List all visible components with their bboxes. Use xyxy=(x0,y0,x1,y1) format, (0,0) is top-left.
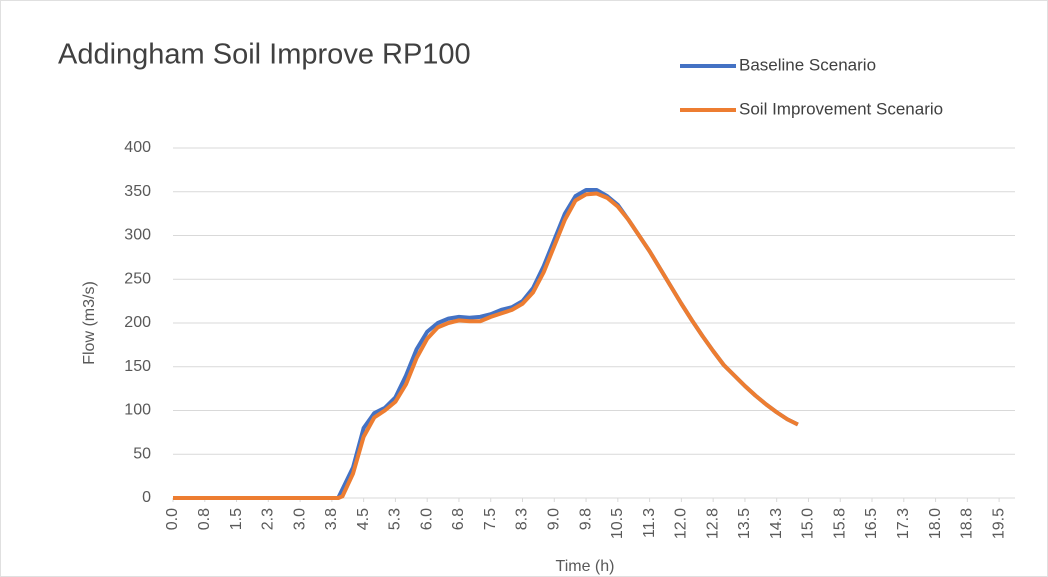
x-tick-label: 17.3 xyxy=(895,508,912,539)
x-tick-label: 5.3 xyxy=(387,508,404,530)
chart-title: Addingham Soil Improve RP100 xyxy=(58,39,471,71)
y-tick-label: 50 xyxy=(133,445,151,462)
y-tick-label: 350 xyxy=(124,183,151,200)
y-tick-label: 200 xyxy=(124,314,151,331)
x-tick-label: 7.5 xyxy=(482,508,499,530)
legend-label: Baseline Scenario xyxy=(739,55,876,74)
y-tick-label: 100 xyxy=(124,402,151,419)
x-tick-label: 18.8 xyxy=(959,508,976,539)
x-tick-label: 19.5 xyxy=(990,508,1007,539)
x-tick-label: 9.0 xyxy=(546,508,563,530)
x-tick-label: 8.3 xyxy=(514,508,531,530)
x-tick-label: 3.0 xyxy=(291,508,308,530)
x-tick-label: 2.3 xyxy=(260,508,277,530)
x-tick-label: 4.5 xyxy=(355,508,372,530)
x-tick-label: 16.5 xyxy=(863,508,880,539)
x-tick-label: 12.0 xyxy=(673,508,690,539)
x-tick-label: 10.5 xyxy=(609,508,626,539)
x-tick-label: 18.0 xyxy=(927,508,944,539)
x-tick-label: 6.8 xyxy=(450,508,467,530)
y-tick-label: 0 xyxy=(142,489,151,506)
x-tick-label: 1.5 xyxy=(228,508,245,530)
x-tick-label: 12.8 xyxy=(704,508,721,539)
y-axis-title: Flow (m3/s) xyxy=(81,281,98,365)
x-tick-label: 15.8 xyxy=(831,508,848,539)
x-tick-label: 14.3 xyxy=(768,508,785,539)
x-tick-label: 3.8 xyxy=(323,508,340,530)
x-tick-label: 13.5 xyxy=(736,508,753,539)
x-tick-label: 11.3 xyxy=(641,508,658,538)
y-tick-label: 300 xyxy=(124,227,151,244)
y-tick-label: 150 xyxy=(124,358,151,375)
x-tick-label: 6.0 xyxy=(418,508,435,530)
y-tick-label: 400 xyxy=(124,139,151,156)
x-tick-label: 15.0 xyxy=(800,508,817,539)
x-tick-label: 0.8 xyxy=(196,508,213,530)
x-tick-label: 0.0 xyxy=(164,508,181,530)
legend-label: Soil Improvement Scenario xyxy=(739,99,943,118)
x-axis-title: Time (h) xyxy=(556,558,615,575)
x-tick-label: 9.8 xyxy=(577,508,594,530)
y-tick-label: 250 xyxy=(124,270,151,287)
series-line xyxy=(173,191,799,500)
